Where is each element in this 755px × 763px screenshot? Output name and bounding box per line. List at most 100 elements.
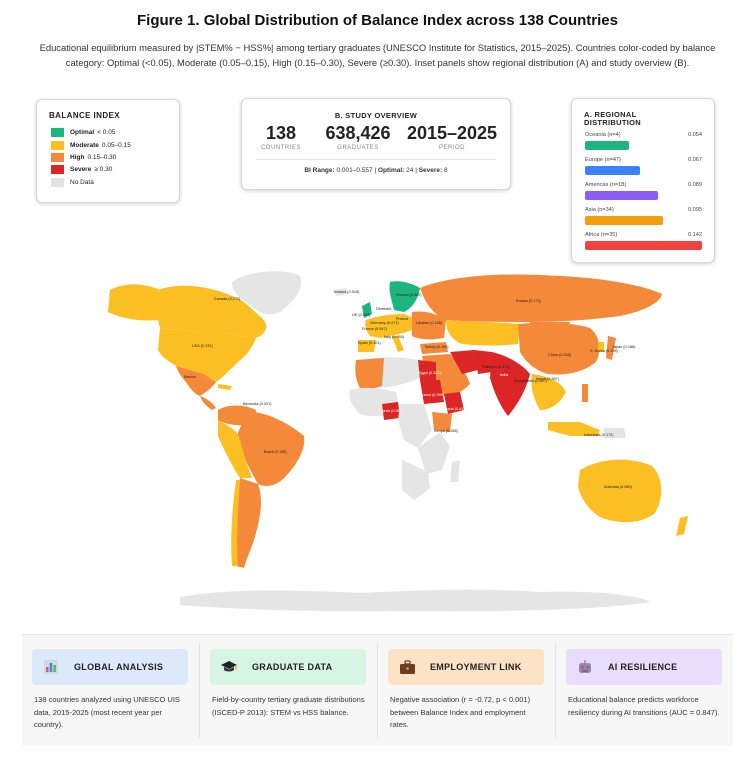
- card-description: 138 countries analyzed using UNESCO UIS …: [34, 695, 180, 729]
- map-label: Bermuda (0.001): [243, 402, 272, 406]
- card-divider: [377, 643, 378, 738]
- country-caribbean[interactable]: [218, 384, 232, 390]
- map-label: China (0.248): [548, 353, 572, 357]
- region-row-header: Asia (n=34) 0.095: [585, 207, 702, 213]
- country-argentina[interactable]: [236, 478, 261, 568]
- region-row: Asia (n=34) 0.095: [585, 207, 702, 225]
- country-philippines[interactable]: [582, 384, 588, 402]
- map-label: Pakistan (0.474): [482, 365, 510, 369]
- country-mexico[interactable]: [176, 366, 216, 396]
- region-value: 0.089: [688, 182, 702, 188]
- country-central-america[interactable]: [200, 396, 216, 410]
- country-nigeria[interactable]: [382, 402, 400, 420]
- country-south-africa[interactable]: [402, 460, 430, 500]
- region-bar: [585, 191, 659, 200]
- country-china[interactable]: [518, 322, 600, 375]
- country-mongolia[interactable]: [530, 322, 570, 334]
- country-india[interactable]: [490, 352, 530, 416]
- card-description: Negative association (r = -0.72, p < 0.0…: [390, 695, 531, 729]
- country-kenya[interactable]: [432, 412, 452, 432]
- country-uk[interactable]: [362, 302, 372, 318]
- country-egypt[interactable]: [418, 360, 436, 380]
- country-canada[interactable]: [158, 285, 267, 338]
- region-bar-track: [585, 216, 702, 225]
- region-name: Americas (n=18): [585, 182, 627, 188]
- region-bar: [585, 216, 664, 225]
- country-peru-bolivia[interactable]: [218, 420, 252, 478]
- map-label: France (0.047): [362, 327, 388, 331]
- map-label: Germany (0.071): [370, 321, 399, 325]
- map-label: Canada (0.172): [214, 297, 241, 301]
- country-eastern-europe[interactable]: [412, 311, 446, 340]
- legend-swatch: [51, 177, 64, 187]
- country-alaska[interactable]: [108, 284, 160, 321]
- country-sudan[interactable]: [420, 380, 444, 404]
- overview-divider: [256, 159, 496, 160]
- study-overview-panel: B. STUDY OVERVIEW 138 COUNTRIES 638,426 …: [241, 98, 511, 190]
- region-row-header: Oceania (n=4) 0.054: [585, 132, 702, 138]
- region-value: 0.054: [688, 132, 702, 138]
- country-indonesia[interactable]: [548, 422, 600, 436]
- region-value: 0.142: [688, 232, 702, 238]
- legend-item-optimal: Optimal < 0.05: [51, 127, 115, 137]
- country-chile[interactable]: [231, 480, 240, 566]
- legend-title: BALANCE INDEX: [49, 111, 120, 120]
- country-greenland[interactable]: [232, 271, 302, 315]
- country-brazil[interactable]: [237, 412, 305, 486]
- country-korea[interactable]: [598, 342, 604, 352]
- world-map: Canada (0.172) USA (0.131) Mexico Brazil…: [108, 271, 688, 612]
- country-italy[interactable]: [392, 336, 404, 352]
- country-southeast-asia[interactable]: [531, 374, 566, 410]
- country-western-europe[interactable]: [365, 314, 414, 338]
- region-row: Europe (n=47) 0.067: [585, 157, 702, 175]
- country-australia[interactable]: [578, 459, 662, 523]
- region-row-header: Africa (n=35) 0.142: [585, 232, 702, 238]
- map-label: Finland (0.022): [396, 293, 422, 297]
- legend-item-severe: Severe ≥ 0.30: [51, 164, 112, 174]
- country-central-asia[interactable]: [446, 320, 520, 346]
- country-russia[interactable]: [420, 274, 662, 323]
- map-label: Mexico: [184, 375, 196, 379]
- map-label: Bangladesh (0.447): [514, 379, 548, 383]
- country-ethiopia[interactable]: [444, 392, 464, 414]
- map-label: S. Korea (0.105): [590, 349, 619, 353]
- country-iberia[interactable]: [358, 340, 376, 352]
- legend-item-nodata: No Data: [51, 177, 94, 187]
- regional-distribution-panel: A. REGIONAL DISTRIBUTION Oceania (n=4) 0.0…: [571, 98, 715, 263]
- card-divider: [555, 643, 556, 738]
- card-description: Field-by-country tertiary graduate distr…: [212, 695, 365, 717]
- card-divider: [199, 643, 200, 738]
- region-bar-track: [585, 141, 702, 150]
- country-scandinavia[interactable]: [389, 281, 420, 312]
- map-label: Iceland (0.018): [334, 290, 360, 294]
- map-label: Turkey (0.105): [424, 345, 449, 349]
- map-label: Sudan (0.390): [420, 393, 445, 397]
- map-label: Russia (0.173): [516, 299, 541, 303]
- card-global-analysis: GLOBAL ANALYSIS 138 countries analyzed u…: [22, 635, 199, 746]
- country-madagascar[interactable]: [450, 460, 460, 482]
- country-usa[interactable]: [158, 328, 256, 382]
- country-pakistan[interactable]: [474, 350, 492, 374]
- country-antarctica[interactable]: [180, 589, 650, 612]
- country-turkey[interactable]: [420, 342, 448, 354]
- country-central-africa[interactable]: [398, 404, 432, 448]
- country-east-africa[interactable]: [418, 432, 450, 474]
- map-label: Ukraine (0.135): [416, 321, 443, 325]
- robot-icon: [576, 658, 594, 676]
- country-iceland[interactable]: [334, 288, 348, 296]
- map-label: Denmark: [376, 307, 392, 311]
- country-morocco-algeria[interactable]: [355, 358, 384, 392]
- map-label: UK (0.049): [352, 313, 371, 317]
- map-label: Poland: [396, 317, 408, 321]
- regional-title: A. REGIONAL DISTRIBUTION: [584, 110, 641, 127]
- map-label: Nepal (0.387): [536, 377, 560, 381]
- country-japan[interactable]: [606, 336, 616, 360]
- overview-title: B. STUDY OVERVIEW: [334, 111, 418, 120]
- balance-index-legend: BALANCE INDEX Optimal < 0.05 Moderate 0.05…: [36, 99, 180, 203]
- region-bar: [585, 166, 641, 175]
- country-new-zealand[interactable]: [676, 516, 688, 536]
- stat-countries: 138 COUNTRIES: [261, 123, 301, 151]
- country-iran[interactable]: [450, 350, 478, 374]
- country-papua[interactable]: [604, 428, 626, 438]
- figure-subtitle: Educational equilibrium measured by |STE…: [39, 42, 716, 68]
